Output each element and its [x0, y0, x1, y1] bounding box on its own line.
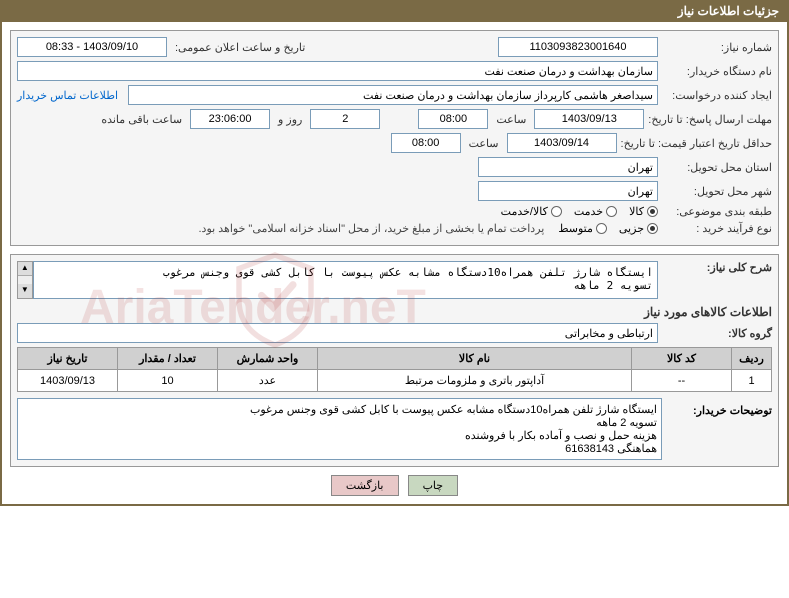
cell-code: -- [632, 370, 732, 392]
remaining-time-field[interactable] [190, 109, 270, 129]
radio-medium[interactable]: متوسط [558, 222, 607, 235]
deadline-label: مهلت ارسال پاسخ: تا تاریخ: [648, 113, 772, 126]
form-panel: شماره نیاز: تاریخ و ساعت اعلان عمومی: نا… [10, 30, 779, 246]
buyer-notes-label: توضیحات خریدار: [662, 398, 772, 417]
scroll-down-icon[interactable]: ▼ [18, 284, 32, 298]
cell-name: آداپتور باتری و ملزومات مرتبط [318, 370, 632, 392]
days-field[interactable] [310, 109, 380, 129]
radio-service-label: خدمت [574, 205, 603, 218]
need-desc-label: شرح کلی نیاز: [662, 261, 772, 274]
buyer-contact-link[interactable]: اطلاعات تماس خریدار [17, 89, 124, 102]
th-row: ردیف [732, 348, 772, 370]
province-field[interactable] [478, 157, 658, 177]
th-name: نام کالا [318, 348, 632, 370]
validity-hour-field[interactable] [391, 133, 461, 153]
radio-medium-label: متوسط [558, 222, 593, 235]
th-code: کد کالا [632, 348, 732, 370]
goods-info-title: اطلاعات کالاهای مورد نیاز [17, 305, 772, 319]
back-button[interactable]: بازگشت [331, 475, 399, 496]
radio-partial[interactable]: جزیی [619, 222, 658, 235]
goods-group-field[interactable] [17, 323, 658, 343]
category-label: طبقه بندی موضوعی: [662, 205, 772, 218]
button-row: چاپ بازگشت [10, 475, 779, 496]
cell-num: 1 [732, 370, 772, 392]
radio-both-label: کالا/خدمت [501, 205, 548, 218]
purchase-type-label: نوع فرآیند خرید : [662, 222, 772, 235]
buyer-org-label: نام دستگاه خریدار: [662, 65, 772, 78]
radio-goods[interactable]: کالا [629, 205, 658, 218]
remaining-label: ساعت باقی مانده [97, 113, 186, 126]
city-field[interactable] [478, 181, 658, 201]
buyer-notes-box: ایستگاه شارژ تلفن همراه10دستگاه مشابه عک… [17, 398, 662, 460]
goods-group-label: گروه کالا: [662, 327, 772, 340]
page-title: جزئیات اطلاعات نیاز [678, 4, 779, 18]
province-label: استان محل تحویل: [662, 161, 772, 174]
days-and-label: روز و [274, 113, 306, 126]
print-button[interactable]: چاپ [408, 475, 459, 496]
radio-goods-label: کالا [629, 205, 644, 218]
radio-service[interactable]: خدمت [574, 205, 617, 218]
radio-dot-icon [606, 206, 617, 217]
radio-partial-label: جزیی [619, 222, 644, 235]
buyer-org-field[interactable] [17, 61, 658, 81]
goods-table: ردیف کد کالا نام کالا واحد شمارش تعداد /… [17, 347, 772, 392]
radio-dot-icon [647, 206, 658, 217]
radio-dot-icon [647, 223, 658, 234]
requester-label: ایجاد کننده درخواست: [662, 89, 772, 102]
payment-note: پرداخت تمام یا بخشی از مبلغ خرید، از محل… [199, 222, 555, 235]
validity-label: حداقل تاریخ اعتبار قیمت: تا تاریخ: [621, 137, 772, 150]
need-number-field[interactable] [498, 37, 658, 57]
cell-date: 1403/09/13 [18, 370, 118, 392]
requester-field[interactable] [128, 85, 658, 105]
th-unit: واحد شمارش [218, 348, 318, 370]
scroll-up-icon[interactable]: ▲ [18, 262, 32, 276]
main-content: شماره نیاز: تاریخ و ساعت اعلان عمومی: نا… [0, 22, 789, 506]
hour-label-2: ساعت [465, 137, 503, 150]
cell-unit: عدد [218, 370, 318, 392]
purchase-type-radio-group: جزیی متوسط [558, 222, 658, 235]
deadline-hour-field[interactable] [418, 109, 488, 129]
validity-date-field[interactable] [507, 133, 617, 153]
city-label: شهر محل تحویل: [662, 185, 772, 198]
table-row: 1 -- آداپتور باتری و ملزومات مرتبط عدد 1… [18, 370, 772, 392]
hour-label-1: ساعت [492, 113, 530, 126]
category-radio-group: کالا خدمت کالا/خدمت [501, 205, 658, 218]
radio-both[interactable]: کالا/خدمت [501, 205, 562, 218]
th-qty: تعداد / مقدار [118, 348, 218, 370]
radio-dot-icon [551, 206, 562, 217]
need-description-panel: شرح کلی نیاز: ▲ ▼ اطلاعات کالاهای مورد ن… [10, 254, 779, 467]
announce-date-field[interactable] [17, 37, 167, 57]
cell-qty: 10 [118, 370, 218, 392]
announce-label: تاریخ و ساعت اعلان عمومی: [171, 41, 309, 54]
textarea-scrollbar[interactable]: ▲ ▼ [17, 261, 33, 299]
need-desc-textarea[interactable] [33, 261, 658, 299]
need-number-label: شماره نیاز: [662, 41, 772, 54]
radio-dot-icon [596, 223, 607, 234]
page-title-bar: جزئیات اطلاعات نیاز [0, 0, 789, 22]
th-date: تاریخ نیاز [18, 348, 118, 370]
deadline-date-field[interactable] [534, 109, 644, 129]
table-header-row: ردیف کد کالا نام کالا واحد شمارش تعداد /… [18, 348, 772, 370]
